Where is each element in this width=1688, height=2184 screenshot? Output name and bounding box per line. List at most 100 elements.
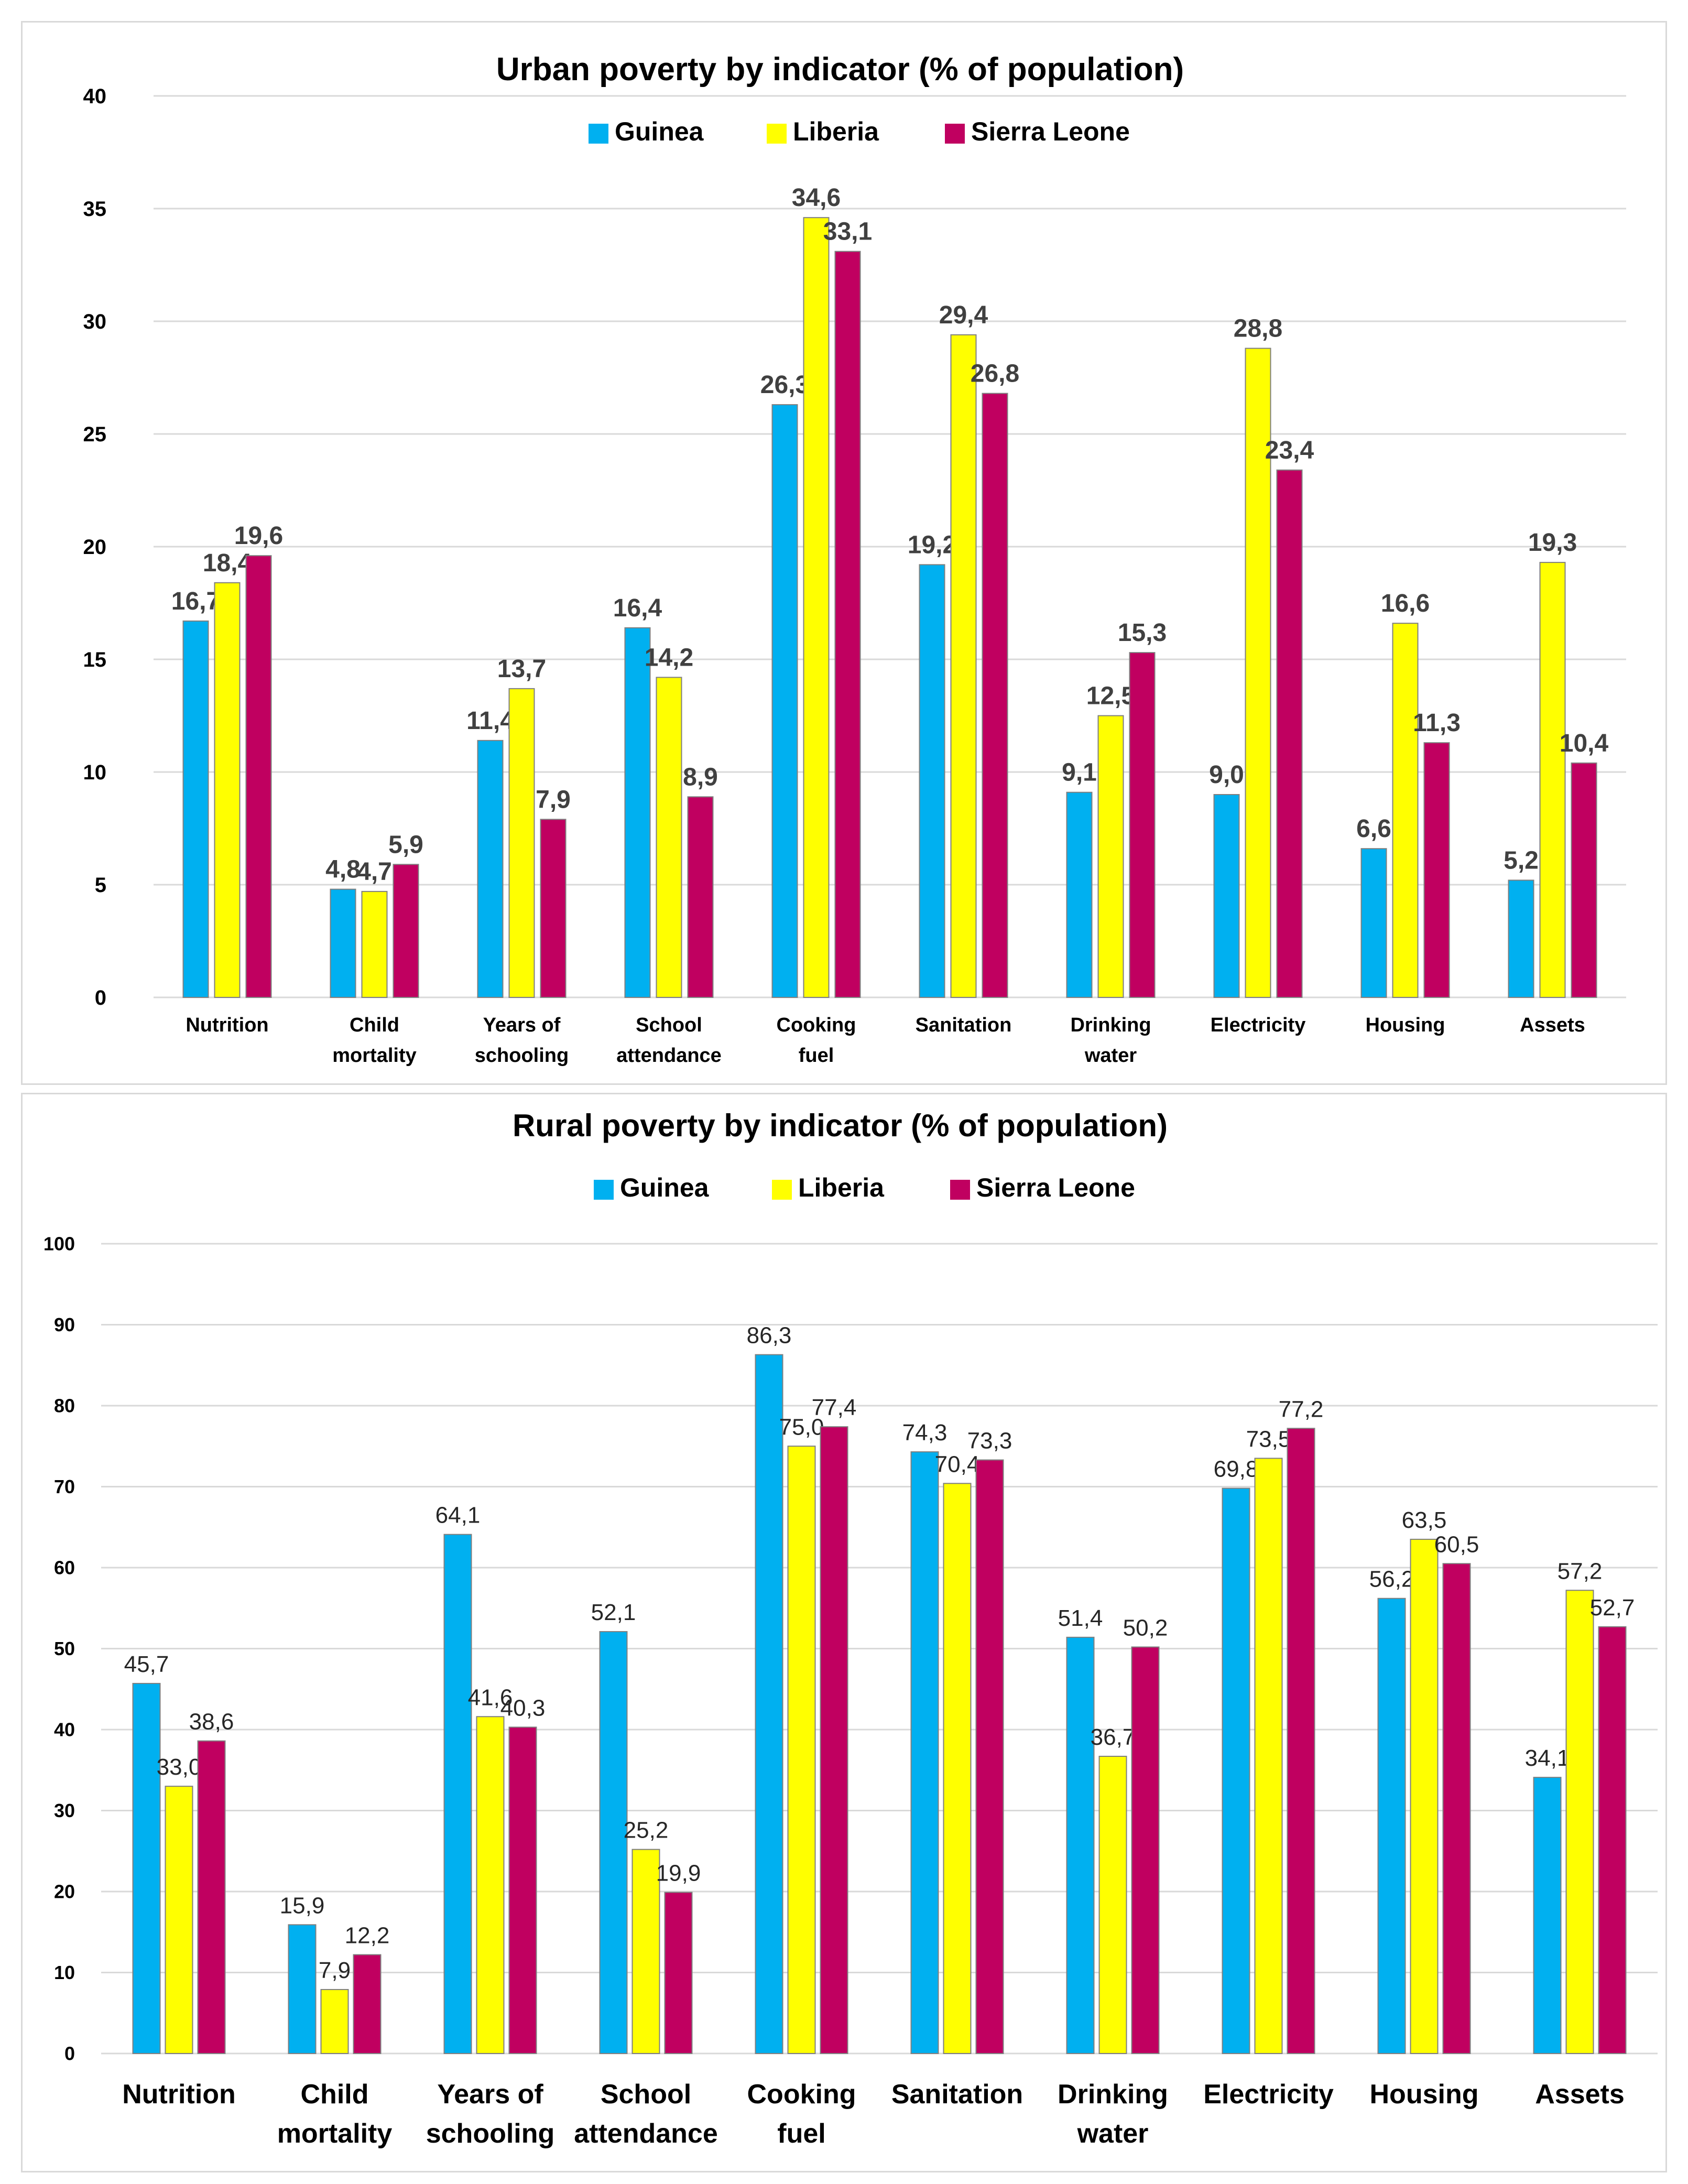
rural-bar-guinea	[599, 1631, 628, 2055]
rural-data-label-sierra-leone: 73,3	[967, 1428, 1012, 1454]
urban-bar-guinea	[1360, 848, 1387, 998]
urban-bar-guinea	[477, 740, 504, 998]
rural-category-label: Sanitation	[891, 2079, 1023, 2110]
urban-bar-sierra-leone	[245, 555, 272, 998]
rural-y-tick-label: 60	[54, 1557, 75, 1579]
urban-bar-sierra-leone	[982, 393, 1008, 998]
rural-category-label: Housing	[1370, 2079, 1479, 2110]
urban-bar-guinea	[624, 627, 651, 998]
urban-chart-title: Urban poverty by indicator (% of populat…	[496, 51, 1184, 88]
rural-bar-guinea	[755, 1354, 783, 2054]
urban-bar-sierra-leone	[393, 864, 419, 998]
urban-category-label: Cooking	[777, 1014, 856, 1036]
rural-bar-liberia	[476, 1716, 505, 2054]
rural-y-tick-label: 0	[64, 2043, 75, 2065]
rural-y-tick-label: 30	[54, 1800, 75, 1821]
rural-bar-liberia	[943, 1483, 972, 2055]
rural-bar-guinea	[1066, 1636, 1095, 2054]
rural-data-label-guinea: 51,4	[1058, 1605, 1103, 1631]
urban-bar-liberia	[361, 890, 388, 998]
urban-data-label-liberia: 29,4	[939, 301, 988, 329]
urban-data-label-sierra-leone: 33,1	[823, 218, 872, 246]
rural-data-label-sierra-leone: 50,2	[1123, 1615, 1168, 1640]
rural-legend-label: Guinea	[620, 1173, 710, 1202]
rural-category-label: Electricity	[1203, 2079, 1334, 2110]
rural-bar-sierra-leone	[1131, 1646, 1160, 2055]
urban-data-label-guinea: 9,0	[1209, 761, 1244, 789]
urban-data-label-sierra-leone: 11,3	[1413, 709, 1461, 737]
urban-category-label: Sanitation	[916, 1014, 1012, 1036]
urban-data-label-liberia: 13,7	[497, 655, 546, 683]
urban-data-label-guinea: 5,2	[1504, 846, 1539, 874]
urban-data-label-guinea: 19,2	[908, 531, 956, 559]
urban-data-label-liberia: 34,6	[792, 184, 841, 212]
rural-data-label-liberia: 73,5	[1246, 1426, 1291, 1452]
rural-y-tick-label: 50	[54, 1638, 75, 1659]
rural-y-tick-label: 40	[54, 1719, 75, 1741]
rural-data-label-sierra-leone: 40,3	[500, 1695, 546, 1721]
urban-bar-guinea	[771, 404, 798, 998]
urban-data-label-sierra-leone: 7,9	[536, 786, 571, 813]
urban-data-label-liberia: 12,5	[1086, 682, 1135, 710]
rural-data-label-guinea: 56,2	[1369, 1567, 1414, 1592]
urban-data-label-guinea: 16,7	[171, 588, 220, 615]
urban-y-tick-label: 5	[95, 874, 106, 897]
urban-data-label-liberia: 19,3	[1528, 529, 1577, 557]
urban-legend-swatch-guinea	[589, 124, 608, 144]
rural-category-label: Drinking	[1058, 2079, 1168, 2110]
rural-bar-sierra-leone	[1598, 1626, 1627, 2054]
rural-bar-liberia	[320, 1989, 349, 2054]
rural-data-label-liberia: 36,7	[1091, 1724, 1136, 1750]
urban-data-label-sierra-leone: 8,9	[683, 763, 718, 791]
urban-data-label-sierra-leone: 23,4	[1265, 437, 1314, 464]
rural-category-label: Nutrition	[122, 2079, 236, 2110]
urban-category-label: water	[1084, 1045, 1137, 1067]
urban-chart-panel: Urban poverty by indicator (% of populat…	[21, 21, 1667, 1085]
urban-data-label-sierra-leone: 10,4	[1560, 730, 1609, 757]
rural-category-label: mortality	[277, 2118, 393, 2149]
rural-data-label-guinea: 69,8	[1214, 1457, 1259, 1482]
rural-data-label-guinea: 86,3	[747, 1323, 792, 1349]
rural-bar-sierra-leone	[197, 1740, 226, 2054]
rural-category-label: School	[601, 2079, 691, 2110]
rural-bar-liberia	[1410, 1538, 1439, 2054]
rural-category-label: schooling	[426, 2118, 555, 2149]
urban-bar-guinea	[1508, 879, 1534, 998]
rural-category-label: fuel	[777, 2118, 825, 2149]
rural-data-label-guinea: 15,9	[280, 1893, 325, 1918]
rural-data-label-sierra-leone: 52,7	[1590, 1595, 1635, 1621]
rural-chart-panel: Rural poverty by indicator (% of populat…	[21, 1093, 1667, 2172]
urban-bar-sierra-leone	[834, 251, 861, 998]
rural-data-label-guinea: 74,3	[902, 1420, 948, 1446]
rural-data-label-liberia: 57,2	[1558, 1558, 1603, 1584]
urban-bar-liberia	[1097, 715, 1124, 998]
urban-bar-liberia	[950, 334, 977, 998]
urban-bar-sierra-leone	[1423, 742, 1450, 998]
rural-chart-title: Rural poverty by indicator (% of populat…	[513, 1108, 1168, 1143]
urban-bar-liberia	[508, 688, 535, 998]
urban-bar-sierra-leone	[1129, 652, 1156, 998]
urban-legend-label: Sierra Leone	[971, 117, 1130, 146]
urban-data-label-liberia: 14,2	[645, 644, 693, 671]
rural-bar-guinea	[1222, 1487, 1250, 2055]
urban-y-tick-label: 35	[83, 198, 107, 221]
rural-data-label-sierra-leone: 19,9	[656, 1861, 701, 1886]
urban-chart: Urban poverty by indicator (% of populat…	[83, 51, 1626, 1067]
rural-bar-liberia	[631, 1849, 660, 2055]
urban-data-label-liberia: 4,7	[357, 858, 392, 886]
rural-bar-sierra-leone	[1442, 1563, 1471, 2054]
urban-category-label: Years of	[483, 1014, 561, 1036]
rural-data-label-liberia: 41,6	[468, 1685, 513, 1710]
urban-category-label: Drinking	[1070, 1014, 1151, 1036]
urban-bar-guinea	[182, 620, 209, 998]
rural-category-label: Child	[301, 2079, 369, 2110]
rural-data-label-sierra-leone: 38,6	[189, 1709, 234, 1735]
urban-category-label: mortality	[332, 1045, 416, 1067]
urban-legend-label: Guinea	[615, 117, 704, 146]
urban-bar-sierra-leone	[1571, 762, 1597, 998]
urban-data-label-guinea: 4,8	[325, 856, 361, 884]
rural-bar-guinea	[910, 1451, 939, 2055]
urban-category-label: schooling	[475, 1045, 569, 1067]
urban-bar-sierra-leone	[687, 796, 714, 998]
rural-bar-liberia	[165, 1786, 193, 2055]
